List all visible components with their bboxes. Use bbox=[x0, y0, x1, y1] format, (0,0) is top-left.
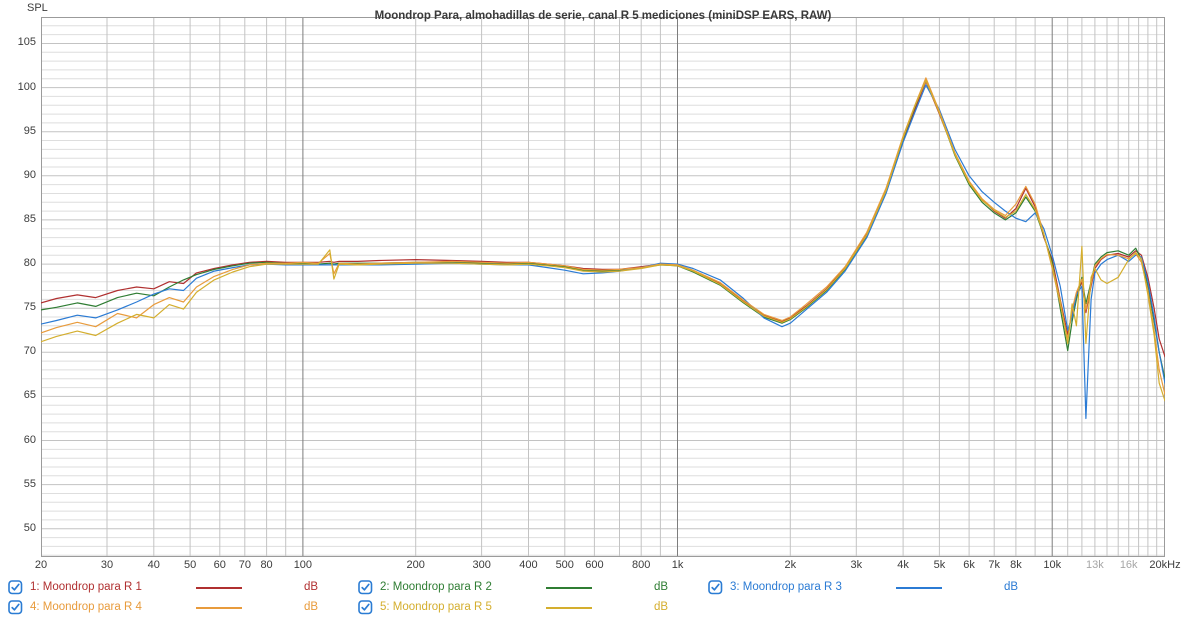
y-tick-label: 55 bbox=[23, 477, 36, 490]
x-tick-label: 80 bbox=[260, 559, 273, 571]
legend-item-2: 2: Moondrop para R 2 dB bbox=[358, 580, 698, 596]
legend-unit-label: dB bbox=[1004, 581, 1019, 593]
legend-unit-label: dB bbox=[654, 581, 669, 593]
legend-line-sample bbox=[196, 587, 242, 589]
check-icon bbox=[711, 583, 720, 591]
y-tick-label: 50 bbox=[23, 521, 36, 534]
legend-item-3: 3: Moondrop para R 3 dB bbox=[708, 580, 1048, 596]
check-icon bbox=[11, 583, 20, 591]
legend-unit-label: dB bbox=[304, 581, 319, 593]
legend-checkbox[interactable] bbox=[8, 600, 23, 615]
y-tick-label: 100 bbox=[17, 80, 36, 93]
legend-item-label: 5: Moondrop para R 5 bbox=[380, 601, 492, 613]
legend-line-sample bbox=[196, 607, 242, 609]
legend-item-label: 1: Moondrop para R 1 bbox=[30, 581, 142, 593]
legend-item-1: 1: Moondrop para R 1 dB bbox=[8, 580, 348, 596]
legend-item-5: 5: Moondrop para R 5 dB bbox=[358, 600, 698, 616]
y-tick-label: 60 bbox=[23, 433, 36, 446]
x-tick-label: 400 bbox=[519, 559, 538, 571]
legend-line-sample bbox=[896, 587, 942, 589]
x-tick-label: 300 bbox=[472, 559, 491, 571]
x-tick-label: 70 bbox=[238, 559, 251, 571]
x-tick-label: 200 bbox=[406, 559, 425, 571]
x-tick-label: 10k bbox=[1043, 559, 1062, 571]
y-tick-label: 105 bbox=[17, 36, 36, 49]
legend-unit-label: dB bbox=[304, 601, 319, 613]
plot-area bbox=[41, 17, 1165, 557]
x-tick-label: 3k bbox=[850, 559, 863, 571]
x-tick-label: 20kHz bbox=[1149, 559, 1181, 571]
legend: 1: Moondrop para R 1 dB 2: Moondrop para R… bbox=[0, 578, 1183, 621]
legend-checkbox[interactable] bbox=[708, 580, 723, 595]
legend-item-4: 4: Moondrop para R 4 dB bbox=[8, 600, 348, 616]
x-tick-label: 8k bbox=[1010, 559, 1022, 571]
y-tick-label: 95 bbox=[23, 124, 36, 137]
x-tick-label: 40 bbox=[147, 559, 160, 571]
x-tick-label: 5k bbox=[933, 559, 946, 571]
legend-line-sample bbox=[546, 587, 592, 589]
x-tick-label: 800 bbox=[632, 559, 651, 571]
y-tick-label: 85 bbox=[23, 212, 36, 225]
x-tick-label: 4k bbox=[897, 559, 909, 571]
y-axis-title: SPL bbox=[27, 2, 48, 14]
legend-checkbox[interactable] bbox=[358, 600, 373, 615]
x-tick-label: 20 bbox=[34, 559, 48, 571]
x-tick-label: 6k bbox=[963, 559, 975, 571]
legend-unit-label: dB bbox=[654, 601, 669, 613]
x-tick-label: 500 bbox=[555, 559, 574, 571]
y-tick-label: 70 bbox=[23, 345, 36, 358]
legend-item-label: 4: Moondrop para R 4 bbox=[30, 601, 142, 613]
x-tick-label: 100 bbox=[293, 559, 313, 571]
x-tick-label: 2k bbox=[784, 559, 797, 571]
x-tick-label: 13k bbox=[1086, 559, 1104, 571]
x-tick-label: 30 bbox=[100, 559, 114, 571]
y-tick-label: 75 bbox=[23, 301, 36, 314]
x-tick-label: 50 bbox=[183, 559, 197, 571]
y-tick-label: 90 bbox=[23, 168, 36, 181]
frequency-response-plot bbox=[41, 17, 1165, 557]
x-tick-label: 60 bbox=[213, 559, 226, 571]
legend-line-sample bbox=[546, 607, 592, 609]
legend-checkbox[interactable] bbox=[8, 580, 23, 595]
x-tick-label: 7k bbox=[988, 559, 1000, 571]
x-tick-label: 16k bbox=[1119, 559, 1138, 571]
y-tick-label: 65 bbox=[23, 389, 36, 402]
legend-checkbox[interactable] bbox=[358, 580, 373, 595]
x-tick-label: 1k bbox=[671, 559, 684, 571]
check-icon bbox=[361, 583, 370, 591]
check-icon bbox=[361, 603, 370, 611]
y-tick-label: 80 bbox=[23, 257, 36, 270]
x-tick-label: 600 bbox=[585, 559, 604, 571]
legend-item-label: 3: Moondrop para R 3 bbox=[730, 581, 842, 593]
check-icon bbox=[11, 603, 20, 611]
legend-item-label: 2: Moondrop para R 2 bbox=[380, 581, 492, 593]
